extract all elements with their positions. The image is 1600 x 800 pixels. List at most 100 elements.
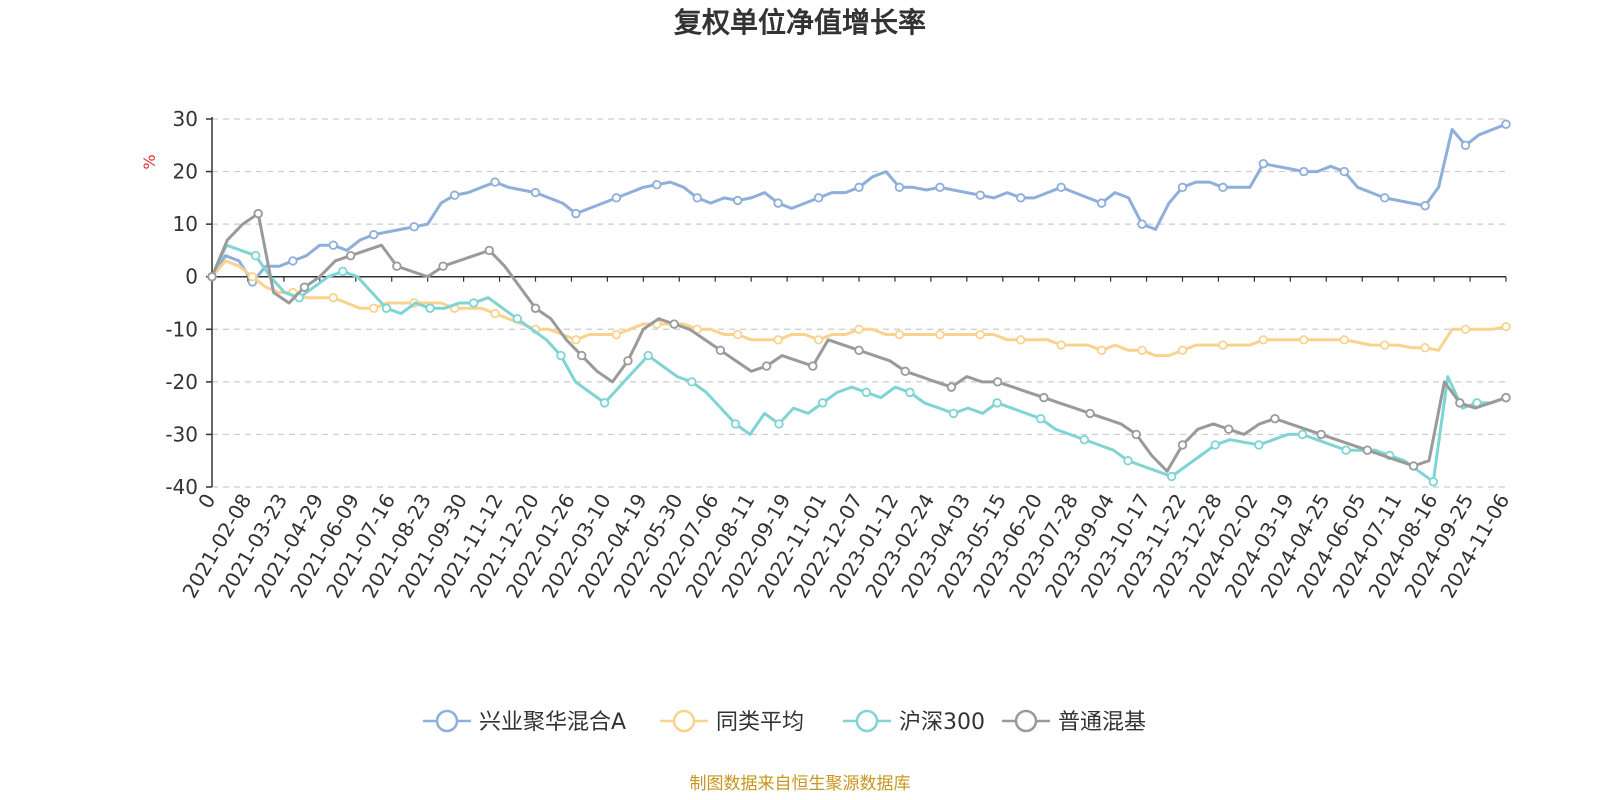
data-point: [1270, 413, 1280, 424]
data-point: [1096, 198, 1107, 208]
data-point: [345, 250, 356, 261]
data-point: [409, 222, 419, 232]
data-point: [438, 261, 448, 271]
data-point: [530, 187, 541, 198]
data-point: [1299, 335, 1309, 345]
data-point: [369, 303, 379, 313]
data-point: [1254, 440, 1264, 450]
y-tick-label: 20: [173, 160, 198, 184]
data-point: [1096, 345, 1107, 356]
legend-item[interactable]: 同类平均: [660, 709, 804, 735]
data-point: [1428, 477, 1439, 487]
data-point: [715, 345, 726, 356]
legend-marker-icon: [435, 709, 459, 733]
data-point: [1085, 408, 1095, 419]
y-tick-label: -30: [165, 422, 198, 446]
data-point: [571, 335, 581, 345]
y-tick-label: 0: [185, 265, 198, 289]
data-point: [1362, 445, 1373, 455]
data-point: [571, 208, 581, 219]
data-point: [1177, 182, 1188, 193]
legend-marker-icon: [672, 709, 696, 733]
data-point: [854, 345, 864, 356]
data-point: [1036, 413, 1046, 424]
data-point: [611, 329, 622, 340]
data-point: [1379, 193, 1390, 203]
data-point: [854, 182, 864, 193]
data-point: [207, 272, 217, 282]
data-point: [247, 272, 258, 282]
y-tick-label: -40: [165, 475, 198, 499]
series-lines: [207, 119, 1511, 487]
data-point: [577, 350, 587, 361]
data-point: [1501, 392, 1511, 403]
data-point: [861, 387, 871, 398]
data-point: [652, 180, 662, 190]
data-point: [1455, 398, 1465, 408]
data-point: [1056, 182, 1066, 193]
data-point: [490, 308, 500, 319]
series-1: [207, 259, 1511, 358]
source-note: 制图数据来自恒生聚源数据库: [690, 774, 911, 794]
data-point: [975, 190, 986, 200]
data-point: [948, 408, 959, 419]
data-point: [1379, 340, 1390, 350]
legend-item[interactable]: 兴业聚华混合A: [423, 709, 626, 735]
data-point: [1316, 429, 1326, 440]
data-point: [732, 329, 743, 340]
data-point: [1177, 345, 1188, 356]
data-point: [299, 282, 310, 292]
data-point: [1339, 335, 1349, 345]
legend-label: 同类平均: [716, 710, 804, 735]
legend-marker-icon: [855, 709, 879, 733]
data-point: [732, 195, 743, 206]
legend-label: 沪深300: [899, 710, 985, 735]
data-point: [250, 250, 261, 261]
data-point: [975, 329, 986, 340]
y-tick-label: -10: [165, 317, 198, 341]
data-point: [773, 198, 783, 208]
data-point: [1137, 345, 1147, 356]
data-point: [1016, 335, 1026, 345]
data-point: [1177, 440, 1188, 450]
data-point: [774, 419, 784, 429]
data-point: [687, 377, 697, 387]
data-point: [992, 377, 1003, 387]
data-point: [392, 261, 402, 271]
data-point: [253, 208, 263, 219]
data-point: [1218, 340, 1228, 350]
data-point: [1297, 429, 1308, 440]
x-tick-label: 0: [193, 490, 220, 513]
data-point: [425, 303, 435, 313]
data-point: [512, 314, 523, 324]
data-point: [813, 193, 824, 203]
data-point: [894, 329, 905, 340]
legend-marker-icon: [1014, 709, 1038, 733]
legend: 兴业聚华混合A 同类平均 沪深300 普通混基: [423, 709, 1146, 735]
data-point: [1131, 429, 1141, 440]
data-point: [1460, 140, 1471, 150]
data-point: [1039, 392, 1049, 403]
data-point: [449, 190, 460, 200]
data-point: [1258, 335, 1269, 345]
legend-item[interactable]: 沪深300: [843, 709, 985, 735]
data-point: [288, 256, 298, 266]
data-point: [761, 361, 772, 371]
data-point: [599, 398, 610, 408]
data-point: [381, 303, 392, 313]
data-point: [854, 324, 864, 334]
data-point: [1299, 166, 1309, 177]
legend-item[interactable]: 普通混基: [1002, 709, 1146, 735]
data-point: [1224, 424, 1234, 434]
data-point: [1056, 340, 1066, 350]
data-point: [894, 182, 905, 193]
data-point: [1420, 342, 1430, 353]
data-point: [813, 335, 824, 345]
data-point: [530, 303, 541, 313]
data-point: [1137, 219, 1147, 229]
data-point: [490, 177, 500, 187]
series-3: [207, 208, 1511, 473]
data-point: [611, 193, 622, 203]
data-point: [338, 266, 348, 277]
